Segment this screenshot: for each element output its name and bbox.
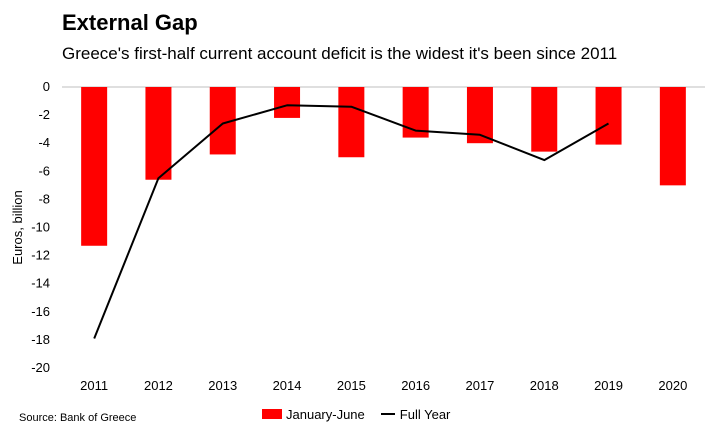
x-tick-label: 2013: [208, 378, 237, 393]
x-tick-label: 2014: [273, 378, 302, 393]
y-axis-tick-labels: 0 -2 -4 -6 -8 -10 -12 -14 -16 -18 -20: [31, 79, 50, 375]
line-full-year: [93, 104, 609, 339]
legend-label-january-june: January-June: [286, 406, 365, 422]
legend-item-full-year: Full Year: [380, 406, 451, 422]
legend-item-january-june: January-June: [262, 407, 365, 422]
bar-january-june-2016: [402, 87, 429, 138]
legend-swatch-bar: [262, 409, 282, 419]
x-tick-label: 2016: [401, 378, 430, 393]
y-tick-label: -10: [31, 220, 50, 235]
y-tick-label: -20: [31, 360, 50, 375]
x-tick-label: 2011: [80, 378, 108, 393]
line-series-full-year: [93, 104, 609, 339]
bar-january-june-2011: [81, 87, 108, 246]
bar-january-june-2015: [338, 87, 365, 158]
y-axis-title: Euros, billion: [10, 190, 25, 264]
y-tick-label: -12: [31, 248, 50, 263]
legend-swatch-line: [380, 413, 395, 415]
y-tick-label: -4: [38, 135, 50, 150]
source-note: Source: Bank of Greece: [19, 412, 137, 424]
bar-january-june-2020: [659, 87, 686, 186]
y-tick-label: 0: [43, 79, 50, 94]
x-tick-label: 2018: [530, 378, 559, 393]
x-tick-label: 2019: [594, 378, 623, 393]
x-tick-label: 2012: [144, 378, 173, 393]
y-tick-label: -18: [31, 332, 50, 347]
y-tick-label: -8: [38, 191, 50, 206]
x-tick-label: 2017: [465, 378, 494, 393]
y-tick-label: -2: [38, 107, 50, 122]
x-tick-label: 2015: [337, 378, 366, 393]
bar-january-june-2012: [145, 87, 172, 180]
bar-january-june-2019: [595, 87, 622, 145]
chart-title: External Gap: [62, 10, 198, 35]
y-tick-label: -16: [31, 304, 50, 319]
x-tick-label: 2020: [658, 378, 687, 393]
bar-january-june-2018: [531, 87, 558, 152]
x-axis-tick-labels: 2011 2012 2013 2014 2015 2016 2017 2018 2019 2020: [80, 378, 687, 393]
chart-legend: January-June Full Year: [262, 405, 466, 423]
legend-label-full-year: Full Year: [399, 406, 451, 422]
y-tick-label: -14: [31, 276, 50, 291]
bar-january-june-2014: [274, 87, 301, 118]
y-tick-label: -6: [38, 163, 50, 178]
chart-subtitle: Greece's first-half current account defi…: [62, 44, 618, 63]
